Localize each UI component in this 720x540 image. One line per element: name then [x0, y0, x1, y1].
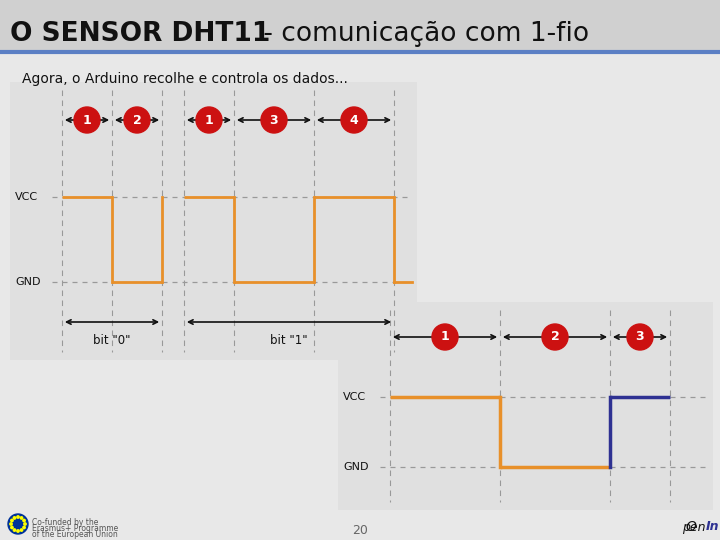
Circle shape	[341, 107, 367, 133]
Text: VCC: VCC	[15, 192, 38, 202]
Text: Agora, o Arduino recolhe e controla os dados...: Agora, o Arduino recolhe e controla os d…	[22, 72, 348, 86]
Circle shape	[20, 529, 23, 531]
Text: 4: 4	[350, 113, 359, 126]
Circle shape	[23, 519, 25, 522]
Circle shape	[13, 517, 16, 519]
Circle shape	[196, 107, 222, 133]
Circle shape	[17, 516, 19, 518]
Bar	[10, 82, 417, 360]
Circle shape	[10, 523, 12, 525]
Text: O: O	[685, 520, 696, 534]
Text: bit "0": bit "0"	[94, 334, 131, 347]
Text: of the European Union: of the European Union	[32, 530, 118, 539]
Circle shape	[20, 517, 23, 519]
Text: 3: 3	[270, 113, 279, 126]
Circle shape	[124, 107, 150, 133]
Circle shape	[24, 523, 26, 525]
Circle shape	[8, 514, 28, 534]
Circle shape	[542, 324, 568, 350]
Text: pen: pen	[683, 521, 706, 534]
Bar	[338, 302, 713, 510]
Text: - comunicação com 1-fio: - comunicação com 1-fio	[255, 21, 589, 47]
Circle shape	[11, 519, 13, 522]
Text: Co-funded by the: Co-funded by the	[32, 518, 99, 527]
Circle shape	[261, 107, 287, 133]
Circle shape	[13, 529, 16, 531]
Circle shape	[432, 324, 458, 350]
Text: 20: 20	[352, 523, 368, 537]
Text: GND: GND	[343, 462, 369, 472]
Circle shape	[11, 526, 13, 529]
Text: GND: GND	[15, 277, 40, 287]
Circle shape	[627, 324, 653, 350]
Text: Erasmus+ Programme: Erasmus+ Programme	[32, 524, 118, 533]
Text: 1: 1	[441, 330, 449, 343]
Bar	[0, 0, 720, 52]
Circle shape	[74, 107, 100, 133]
Circle shape	[23, 526, 25, 529]
Text: VCC: VCC	[343, 392, 366, 402]
Text: 1: 1	[204, 113, 213, 126]
Text: In: In	[706, 521, 719, 534]
Text: 2: 2	[551, 330, 559, 343]
Text: O SENSOR DHT11: O SENSOR DHT11	[10, 21, 271, 47]
Text: 1: 1	[83, 113, 91, 126]
Text: bit "1": bit "1"	[270, 334, 308, 347]
Circle shape	[17, 530, 19, 532]
Text: 3: 3	[636, 330, 644, 343]
Text: 2: 2	[132, 113, 141, 126]
